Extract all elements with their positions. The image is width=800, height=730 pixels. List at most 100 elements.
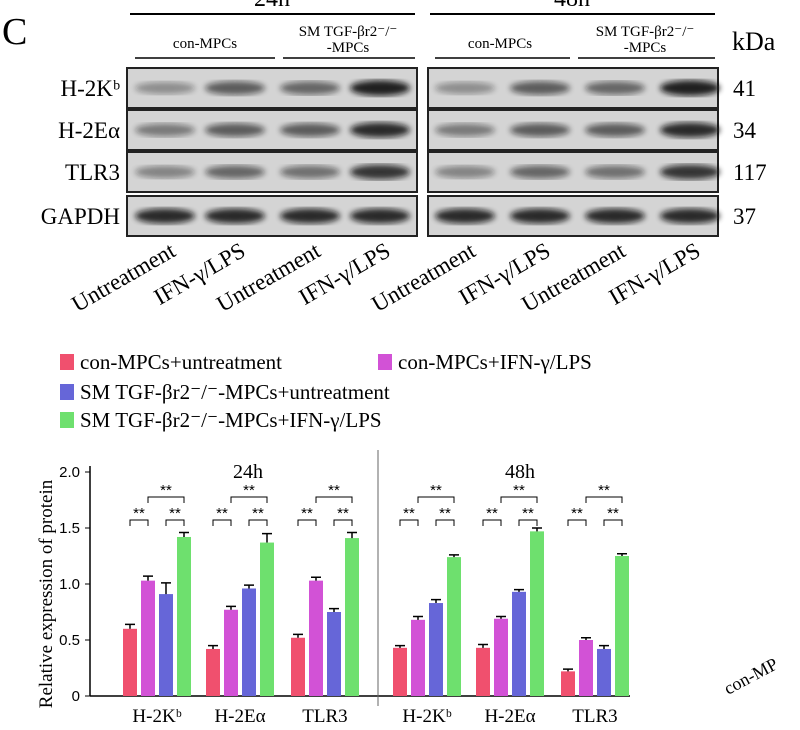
sig-bracket [518, 519, 538, 526]
sig-bracket [435, 519, 455, 526]
error-bar [179, 531, 189, 537]
blot-band [205, 123, 265, 137]
y-axis-label: Relative expression of protein [36, 479, 57, 708]
blot-band [135, 165, 195, 179]
sig-label: ** [439, 505, 451, 522]
error-bar [125, 623, 135, 629]
blot-band [435, 81, 495, 95]
sig-bracket [482, 519, 502, 526]
blot-band [350, 208, 410, 224]
bar [123, 628, 137, 696]
sig-bracket [147, 496, 185, 503]
group-label: SM TGF-βr2⁻/⁻ [299, 24, 398, 40]
y-tick-label: 0 [72, 688, 80, 705]
error-bar [293, 633, 303, 638]
error-bar [449, 554, 459, 558]
bar [206, 648, 220, 696]
error-bar [617, 553, 627, 556]
x-tick-label: TLR3 [302, 706, 347, 727]
error-bar [347, 531, 357, 539]
row-label: H-2Kᵇ [61, 76, 121, 101]
kda-value: 41 [733, 76, 756, 101]
y-tick-label: 1.0 [59, 576, 80, 593]
blot-band [510, 81, 570, 95]
panel-title: 24h [233, 461, 263, 483]
group-label: -MPCs [327, 40, 370, 56]
sig-label: ** [598, 482, 610, 499]
blot-band [435, 123, 495, 137]
error-bar [599, 644, 609, 649]
legend-label: SM TGF-βr2⁻/⁻-MPCs+IFN-γ/LPS [80, 408, 382, 432]
blot-band [510, 165, 570, 179]
row-label: H-2Eα [58, 118, 120, 143]
blot-band [585, 123, 645, 137]
legend-swatch [60, 384, 74, 400]
legend-swatch [60, 412, 74, 428]
kda-value: 117 [733, 160, 767, 185]
panel-label: C [2, 11, 27, 53]
sig-bracket [333, 519, 353, 526]
group-label: -MPCs [624, 40, 667, 56]
sig-bracket [165, 519, 185, 526]
y-tick-label: 2.0 [59, 464, 80, 481]
sig-bracket [417, 496, 455, 503]
blot-band [350, 122, 410, 138]
blot-band [280, 165, 340, 179]
bar [429, 603, 443, 696]
sig-bracket [585, 496, 623, 503]
x-tick-label: H-2Eα [214, 706, 265, 727]
sig-bracket [297, 519, 317, 526]
blot-band [660, 80, 720, 96]
blot-band [280, 208, 340, 224]
sig-bracket [230, 496, 268, 503]
bar [141, 580, 155, 696]
blot-band [205, 81, 265, 95]
blot-band [135, 208, 195, 224]
row-label: TLR3 [65, 160, 120, 185]
timepoint: 24h [254, 0, 290, 12]
error-bar [395, 644, 405, 648]
y-tick-label: 0.5 [59, 632, 80, 649]
bar [309, 580, 323, 696]
group-label: con-MPCs [173, 36, 237, 52]
error-bar [413, 615, 423, 620]
x-tick-label: H-2Kᵇ [132, 706, 181, 727]
error-bar [431, 598, 441, 604]
blot-band [510, 208, 570, 224]
error-bar [514, 588, 524, 592]
row-label: GAPDH [41, 204, 120, 229]
bar [411, 619, 425, 696]
sig-label: ** [403, 505, 415, 522]
sig-label: ** [133, 505, 145, 522]
panel-title: 48h [505, 461, 535, 483]
blot-band [280, 81, 340, 95]
error-bar [329, 607, 339, 612]
error-bar [208, 644, 218, 649]
bar [615, 556, 629, 696]
sig-bracket [129, 519, 149, 526]
error-bar [581, 637, 591, 640]
bar [327, 612, 341, 696]
bar [447, 557, 461, 696]
x-tick-label: H-2Eα [484, 706, 535, 727]
bar [494, 618, 508, 696]
error-bar [311, 576, 321, 581]
blot-band [350, 164, 410, 180]
bar [177, 536, 191, 696]
error-bar [496, 615, 506, 619]
error-bar [143, 575, 153, 581]
bar [476, 647, 490, 696]
sig-label: ** [430, 482, 442, 499]
sig-bracket [567, 519, 587, 526]
bar [561, 671, 575, 696]
blot-band [510, 123, 570, 137]
sig-label: ** [169, 505, 181, 522]
legend-label: con-MPCs+untreatment [80, 350, 282, 374]
sig-bracket [399, 519, 419, 526]
error-bar [226, 605, 236, 610]
kda-value: 37 [733, 204, 756, 229]
blot-band [660, 164, 720, 180]
blot-band [350, 80, 410, 96]
sig-bracket [500, 496, 538, 503]
